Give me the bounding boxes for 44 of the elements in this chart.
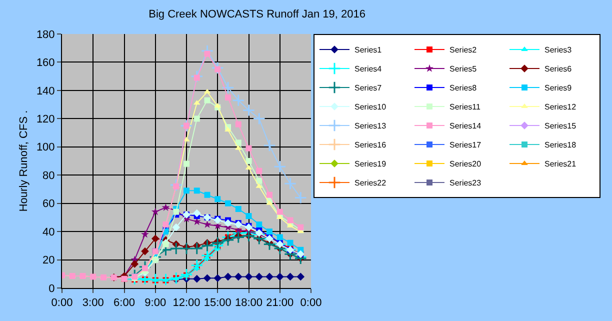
x-tick-label: 21:00 (266, 297, 294, 310)
legend-label: Series7 (354, 84, 382, 93)
y-tick-label: 0 (48, 282, 55, 295)
y-tick-label: 160 (36, 57, 55, 70)
legend-label: Series16 (354, 140, 387, 150)
legend-label: Series17 (449, 140, 482, 150)
chart-title: Big Creek NOWCASTS Runoff Jan 19, 2016 (148, 8, 366, 20)
x-tick-label: 3:00 (82, 297, 104, 310)
x-tick-label: 12:00 (172, 297, 200, 310)
legend-label: Series2 (449, 46, 478, 55)
legend-label: Series6 (544, 64, 572, 74)
y-tick-label: 120 (36, 114, 55, 126)
legend-label: Series5 (449, 64, 478, 74)
y-tick-label: 100 (36, 142, 55, 154)
legend-label: Series13 (354, 122, 387, 131)
legend-label: Series1 (354, 46, 382, 55)
legend-label: Series14 (449, 122, 482, 131)
legend-label: Series20 (449, 160, 482, 169)
x-tick-label: 15:00 (204, 297, 232, 310)
x-tick-label: 0:00 (51, 297, 73, 310)
legend-label: Series11 (449, 102, 482, 112)
y-tick-label: 40 (42, 226, 55, 238)
legend-label: Series3 (544, 46, 572, 55)
x-tick-label: 9:00 (144, 297, 166, 310)
legend-label: Series12 (544, 102, 577, 112)
y-tick-label: 140 (36, 85, 55, 98)
legend-label: Series23 (449, 178, 482, 188)
legend-label: Series8 (449, 84, 478, 93)
y-tick-label: 60 (42, 198, 55, 210)
legend-label: Series21 (544, 160, 577, 169)
y-tick-label: 80 (42, 170, 55, 182)
legend-label: Series22 (354, 178, 387, 188)
x-tick-label: 0:00 (300, 297, 322, 310)
legend-label: Series9 (544, 84, 572, 93)
legend-label: Series15 (544, 122, 577, 131)
y-tick-label: 180 (36, 28, 55, 41)
x-tick-label: 6:00 (114, 297, 135, 310)
x-tick-label: 18:00 (234, 297, 263, 310)
y-tick-label: 20 (42, 254, 55, 267)
y-axis-title: Hourly Runoff, CFS . (18, 110, 30, 212)
legend-label: Series19 (354, 160, 387, 169)
legend-label: Series4 (354, 64, 382, 74)
legend-label: Series18 (544, 140, 577, 150)
legend-label: Series10 (354, 102, 387, 112)
